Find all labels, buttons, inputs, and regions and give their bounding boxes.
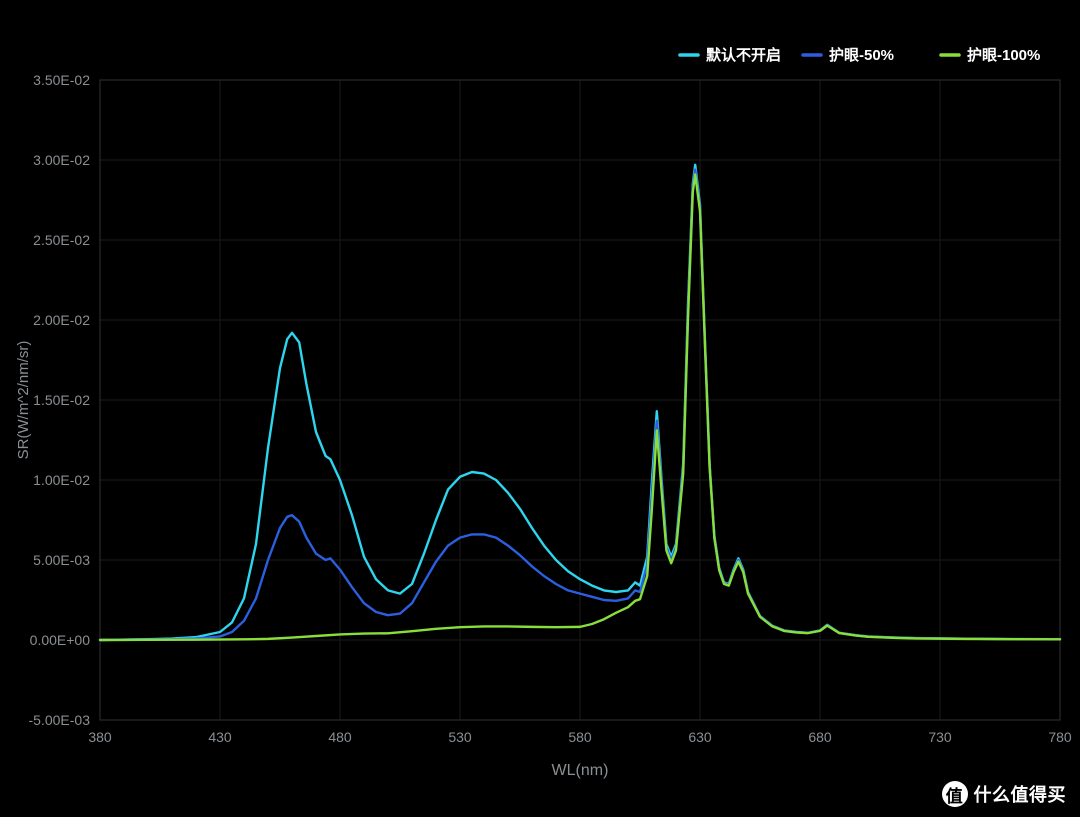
watermark-text: 什么值得买 [974, 781, 1067, 807]
legend-label: 默认不开启 [706, 46, 781, 64]
x-tick-label: 430 [208, 729, 232, 745]
legend-label: 护眼-50% [829, 46, 894, 64]
y-axis-label: SR(W/m^2/nm/sr) [15, 341, 32, 460]
y-tick-label: 3.00E-02 [33, 152, 90, 168]
legend-label: 护眼-100% [967, 46, 1040, 64]
watermark-badge: 值 [942, 781, 968, 807]
x-tick-label: 480 [328, 729, 352, 745]
y-tick-label: 1.00E-02 [33, 472, 90, 488]
y-tick-label: 2.50E-02 [33, 232, 90, 248]
x-tick-label: 730 [928, 729, 952, 745]
spectral-chart: 380 430 480 530 580 630 680 730 780 -5.00E-03 0.00… [0, 0, 1080, 817]
y-tick-label: 5.00E-03 [33, 552, 90, 568]
x-axis-label: WL(nm) [552, 762, 609, 779]
x-tick-label: 530 [448, 729, 472, 745]
y-tick-label: 2.00E-02 [33, 312, 90, 328]
watermark: 值 什么值得买 [942, 781, 1067, 807]
y-tick-label: 1.50E-02 [33, 392, 90, 408]
y-tick-label: -5.00E-03 [29, 712, 91, 728]
y-tick-label: 3.50E-02 [33, 72, 90, 88]
x-tick-label: 780 [1048, 729, 1072, 745]
x-tick-label: 680 [808, 729, 832, 745]
y-tick-label: 0.00E+00 [30, 632, 91, 648]
x-tick-label: 580 [568, 729, 592, 745]
x-tick-label: 380 [88, 729, 112, 745]
x-tick-label: 630 [688, 729, 712, 745]
